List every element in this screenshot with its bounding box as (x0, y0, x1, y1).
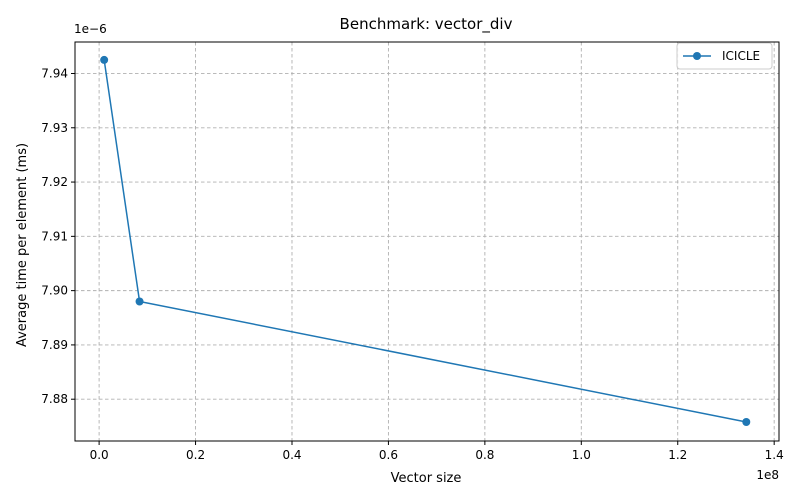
series-line-icicle (103, 59, 747, 423)
x-tick-label: 0.4 (282, 448, 301, 462)
y-tick-label: 7.88 (41, 392, 68, 406)
x-tick-label: 0.8 (475, 448, 494, 462)
y-tick-label: 7.91 (41, 229, 68, 243)
x-tick-label: 1.0 (572, 448, 591, 462)
x-tick-label: 0.2 (186, 448, 205, 462)
grid-lines (75, 42, 779, 441)
data-point (742, 418, 751, 426)
y-offset-label: 1e−6 (74, 22, 107, 36)
y-axis-label: Average time per element (ms) (15, 143, 30, 347)
y-tick-label: 7.89 (41, 338, 68, 352)
data-point (100, 55, 109, 64)
y-tick-label: 7.93 (41, 121, 68, 135)
legend-marker-icicle (693, 52, 701, 60)
x-tick-label: 0.6 (379, 448, 398, 462)
x-axis-label: Vector size (391, 471, 462, 486)
chart-title: Benchmark: vector_div (340, 15, 513, 34)
y-tick-label: 7.94 (41, 66, 68, 80)
series-layer (100, 55, 751, 426)
plot-frame (74, 41, 780, 442)
y-tick-label: 7.92 (41, 175, 68, 189)
x-tick-label: 0.0 (90, 448, 109, 462)
x-tick-label: 1.2 (668, 448, 687, 462)
y-tick-label: 7.90 (41, 284, 68, 298)
x-tick-label: 1.4 (765, 448, 784, 462)
data-point (135, 297, 144, 306)
legend-entry-icicle: ICICLE (722, 49, 760, 63)
x-offset-label: 1e8 (756, 468, 779, 482)
legend: ICICLE (676, 42, 773, 70)
legend-box (676, 42, 773, 70)
ticks: 0.0 0.2 0.4 0.6 0.8 1.0 1.2 1.4 7.88 7.89 7.90 7.91… (41, 66, 783, 462)
